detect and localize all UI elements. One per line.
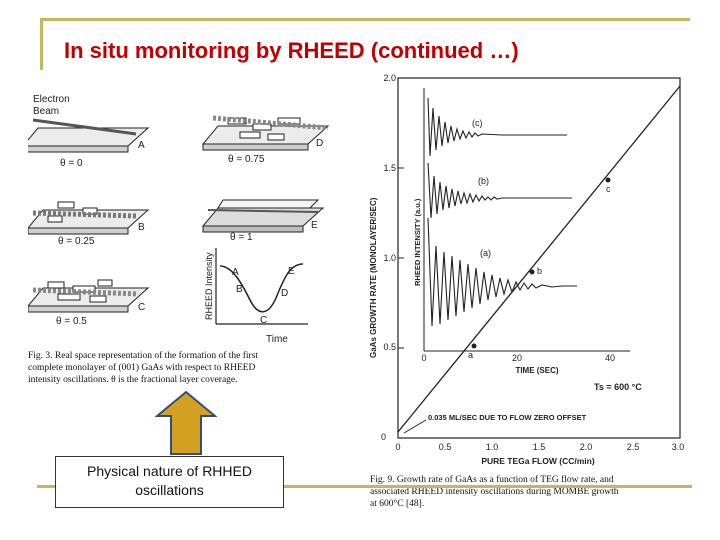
left-accent-line bbox=[40, 18, 43, 70]
caption-line-2: oscillations bbox=[135, 482, 204, 498]
rheed-inset: RHEED INTENSITY (a.u.) 0 20 40 TIME (SEC… bbox=[413, 88, 630, 375]
up-arrow-icon bbox=[155, 390, 217, 455]
rheed-intensity-plot: RHEED Intensity Time A B C D E bbox=[204, 248, 308, 345]
x-tick-15: 1.5 bbox=[533, 442, 546, 452]
inset-x-tick-40: 40 bbox=[605, 353, 615, 363]
right-caption-line-1: Fig. 9. Growth rate of GaAs as a functio… bbox=[370, 474, 614, 485]
plot-letter-c: C bbox=[260, 315, 267, 326]
y-tick-20: 2.0 bbox=[383, 73, 396, 83]
x-tick-0: 0 bbox=[395, 442, 400, 452]
slide-title: In situ monitoring by RHEED (continued …… bbox=[64, 38, 519, 63]
plot-letter-b: B bbox=[236, 284, 243, 295]
y-tick-0: 0 bbox=[381, 432, 386, 442]
inset-ylabel: RHEED INTENSITY (a.u.) bbox=[413, 198, 422, 286]
x-tick-10: 1.0 bbox=[486, 442, 499, 452]
y-tick-05: 0.5 bbox=[383, 342, 396, 352]
panel-d-theta: θ = 0.75 bbox=[228, 154, 265, 165]
point-label-b: b bbox=[537, 266, 542, 276]
panel-e: E θ = 1 bbox=[201, 199, 325, 243]
x-tick-25: 2.5 bbox=[627, 442, 640, 452]
y-tick-15: 1.5 bbox=[383, 163, 396, 173]
point-label-c: c bbox=[606, 184, 611, 194]
temperature-label: Ts = 600 °C bbox=[594, 382, 642, 392]
panel-d: D θ = 0.75 bbox=[201, 115, 330, 165]
bottom-accent-line bbox=[37, 485, 692, 488]
panel-c: C θ = 0.5 bbox=[28, 279, 150, 327]
caption-box: Physical nature of RHHED oscillations bbox=[55, 456, 284, 508]
offset-label: 0.035 ML/SEC DUE TO FLOW ZERO OFFSET bbox=[428, 413, 587, 422]
x-axis-label: PURE TEGa FLOW (CC/min) bbox=[481, 456, 595, 466]
point-c bbox=[605, 177, 611, 183]
x-tick-30: 3.0 bbox=[672, 442, 685, 452]
panel-b-letter: B bbox=[138, 222, 145, 233]
inset-label-c: (c) bbox=[472, 118, 483, 128]
right-caption-line-3: at 600°C [48]. bbox=[370, 498, 424, 509]
panel-c-theta: θ = 0.5 bbox=[56, 316, 87, 327]
left-caption-line-1: Fig. 3. Real space representation of the… bbox=[28, 350, 258, 361]
electron-beam-label-2: Beam bbox=[33, 106, 59, 117]
panel-a: A θ = 0 bbox=[28, 118, 150, 169]
inset-trace-c bbox=[427, 97, 567, 157]
panel-e-theta: θ = 1 bbox=[230, 232, 253, 243]
y-tick-10: 1.0 bbox=[383, 253, 396, 263]
inset-x-tick-0: 0 bbox=[421, 353, 426, 363]
point-a bbox=[471, 343, 477, 349]
point-b bbox=[529, 269, 535, 275]
inset-trace-b bbox=[427, 162, 572, 219]
panel-e-letter: E bbox=[311, 220, 318, 231]
plot-letter-d: D bbox=[281, 288, 288, 299]
panel-a-theta: θ = 0 bbox=[60, 158, 83, 169]
inset-trace-a bbox=[427, 217, 577, 327]
growth-rate-line bbox=[397, 85, 681, 433]
left-caption-line-3: intensity oscillations. θ is the fractio… bbox=[28, 374, 238, 385]
right-caption-line-2: associated RHEED intensity oscillations … bbox=[370, 487, 619, 497]
growth-rate-figure: 0 0.5 1.0 1.5 2.0 GaAs GROWTH RATE (MONO… bbox=[369, 73, 685, 509]
inset-label-b: (b) bbox=[478, 176, 489, 186]
x-tick-20: 2.0 bbox=[580, 442, 593, 452]
panel-a-letter: A bbox=[138, 140, 145, 151]
y-axis-label: GaAs GROWTH RATE (MONOLAYER/SEC) bbox=[369, 197, 378, 358]
top-accent-line bbox=[40, 18, 690, 21]
panel-b: B θ = 0.25 bbox=[28, 201, 150, 247]
plot-xlabel: Time bbox=[266, 334, 288, 345]
inset-xlabel: TIME (SEC) bbox=[515, 366, 558, 375]
monolayer-formation-figure: Electron Beam A θ = 0 D θ = 0.75 B θ = 0… bbox=[28, 94, 330, 385]
x-tick-05: 0.5 bbox=[439, 442, 452, 452]
panel-c-letter: C bbox=[138, 302, 145, 313]
electron-beam-label-1: Electron bbox=[33, 94, 70, 105]
caption-line-1: Physical nature of RHHED bbox=[87, 463, 252, 479]
left-caption-line-2: complete monolayer of (001) GaAs with re… bbox=[28, 362, 256, 373]
inset-x-tick-20: 20 bbox=[512, 353, 522, 363]
plot-letter-e: E bbox=[288, 266, 295, 277]
point-label-a: a bbox=[468, 350, 473, 360]
plot-ylabel: RHEED Intensity bbox=[204, 252, 214, 320]
plot-letter-a: A bbox=[232, 267, 239, 278]
offset-pointer bbox=[403, 419, 427, 434]
inset-label-a: (a) bbox=[480, 248, 491, 258]
panel-d-letter: D bbox=[316, 138, 323, 149]
panel-b-theta: θ = 0.25 bbox=[58, 236, 95, 247]
